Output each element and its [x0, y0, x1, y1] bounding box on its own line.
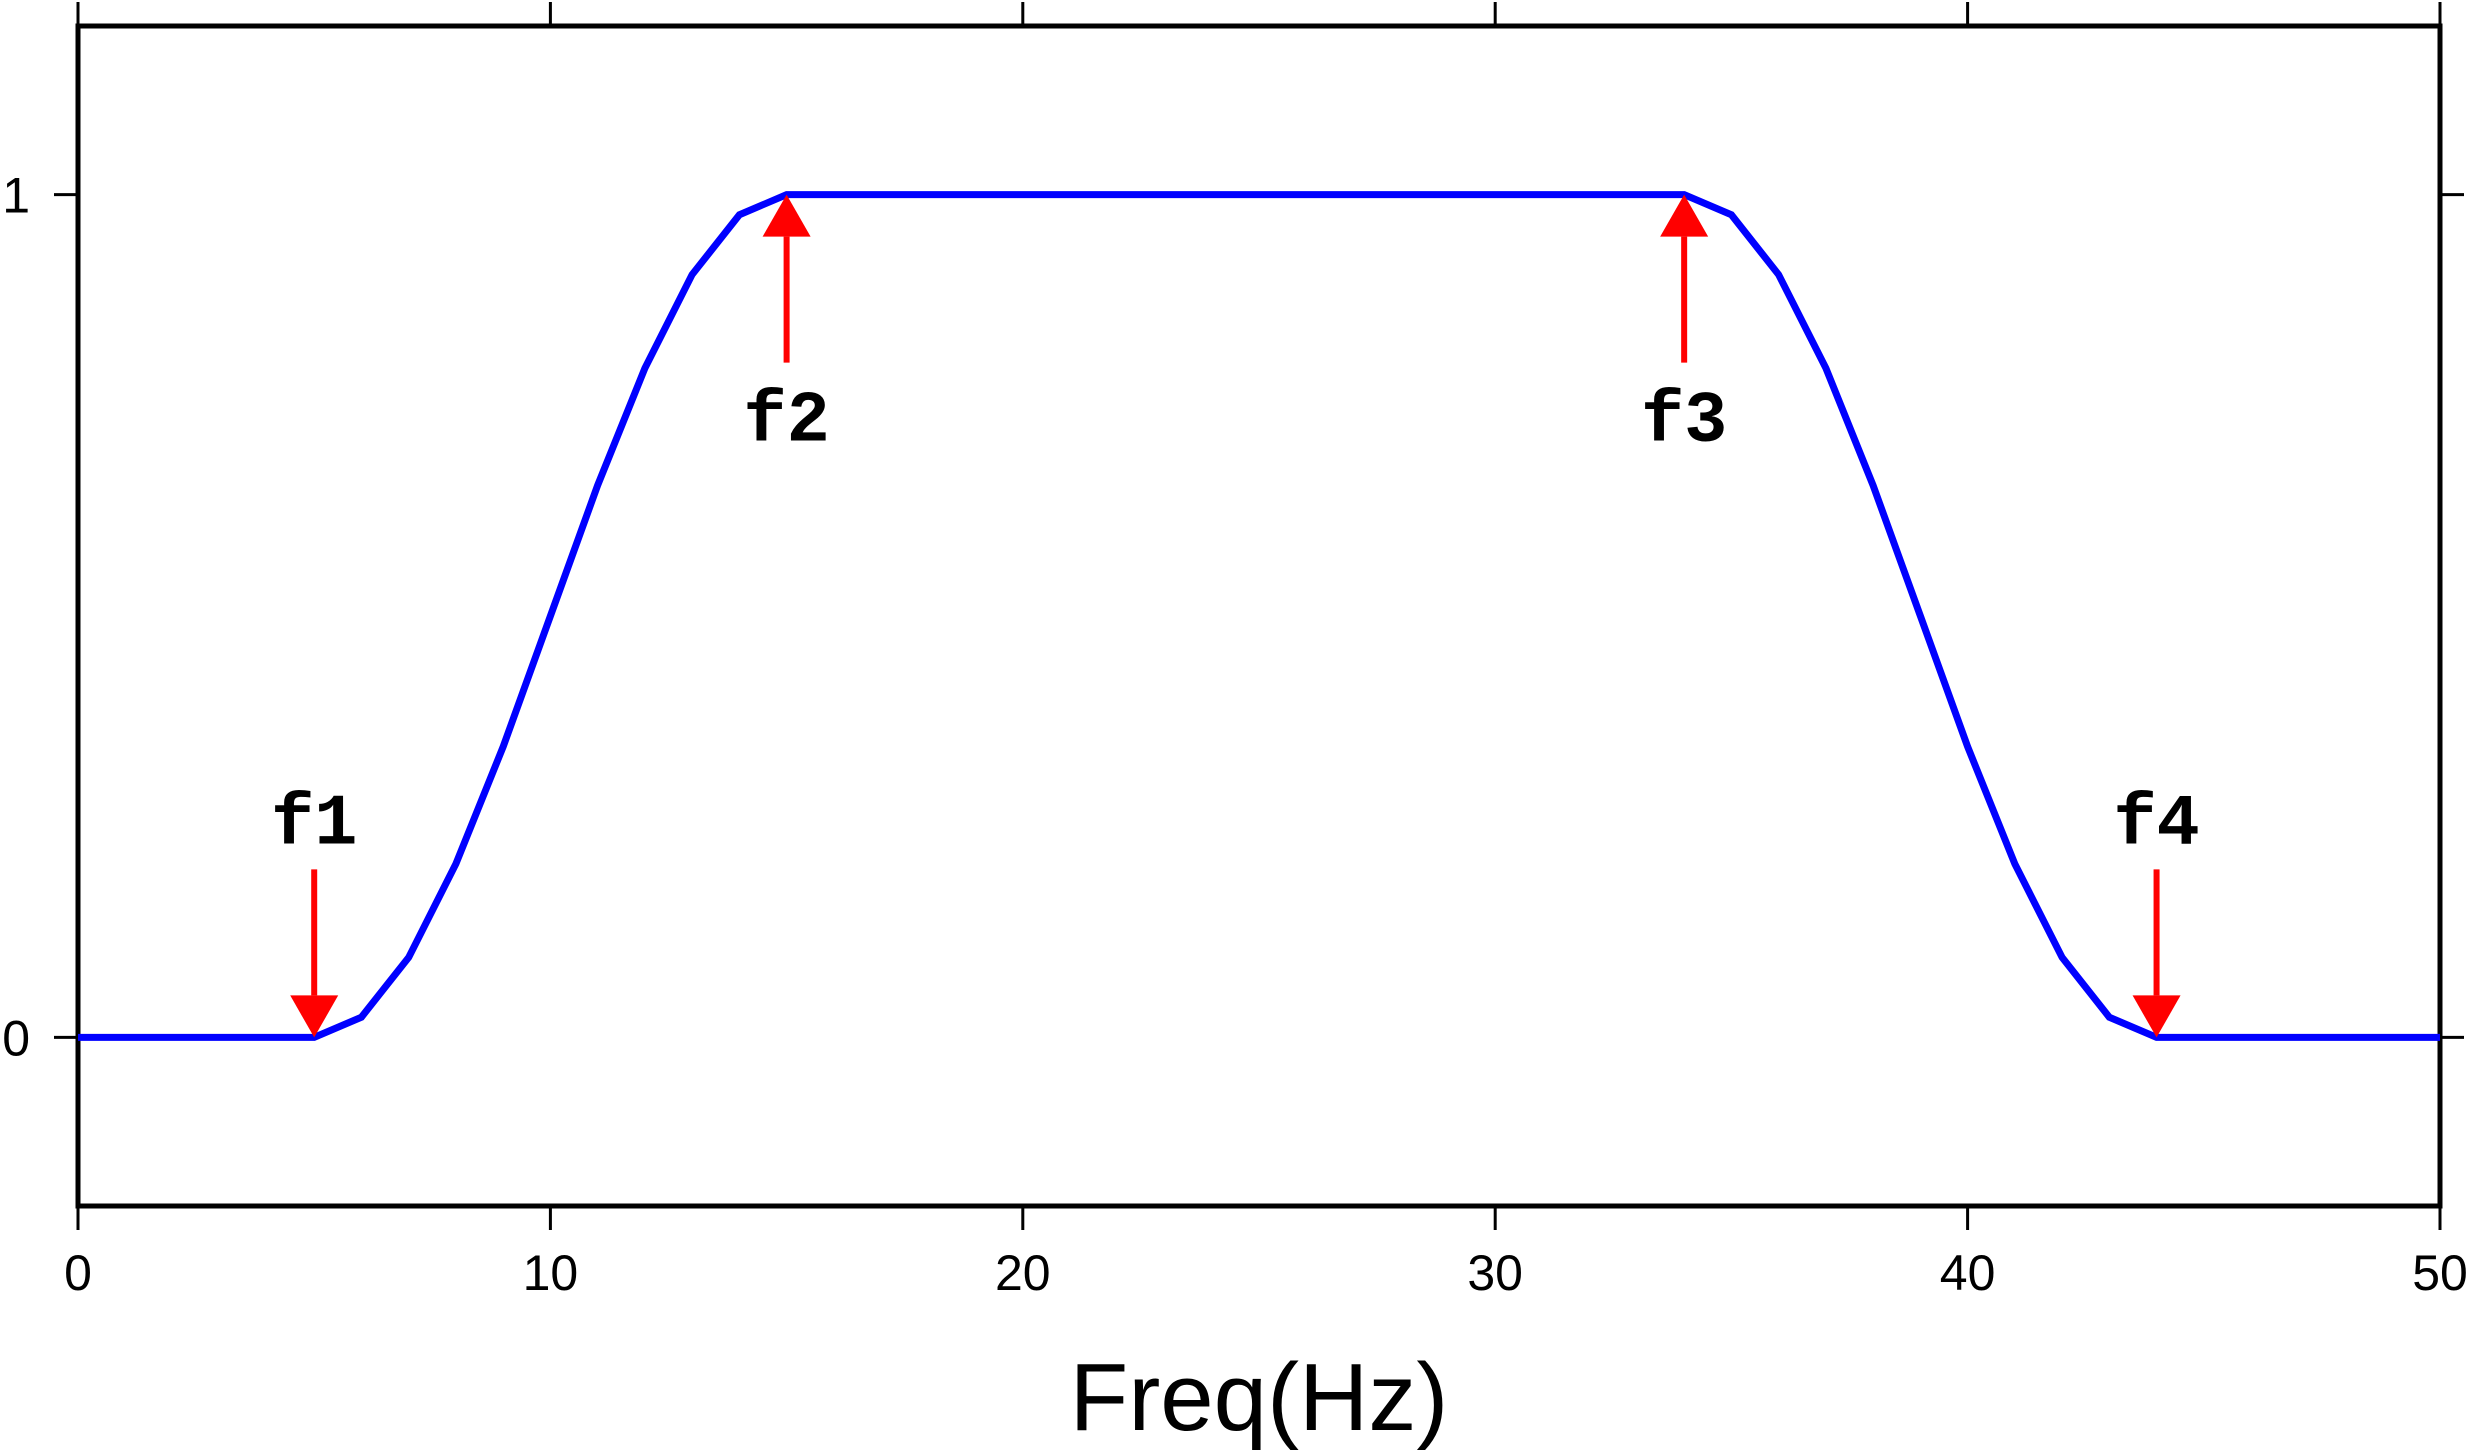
- tick-labels: 0 10 20 30 40 50 0 1: [2, 168, 2468, 1301]
- annotation-f4: f4: [2113, 783, 2200, 1038]
- annotation-f1: f1: [271, 783, 357, 1038]
- annotation-f3: f3: [1641, 194, 1727, 463]
- x-tick-label-4: 40: [1940, 1245, 1996, 1301]
- annotation-arrow-head-0: [290, 995, 339, 1038]
- x-tick-label-1: 10: [523, 1245, 579, 1301]
- x-tick-label-5: 50: [2412, 1245, 2468, 1301]
- annotation-label-0: f1: [271, 783, 357, 865]
- tick-marks: [54, 2, 2464, 1230]
- x-tick-label-0: 0: [64, 1245, 92, 1301]
- plot-frame: [75, 23, 2443, 1209]
- annotations: f1 f2 f3 f4: [271, 194, 2200, 1038]
- annotation-f2: f2: [743, 194, 830, 463]
- annotation-label-3: f4: [2113, 783, 2199, 865]
- annotation-label-2: f3: [1641, 381, 1727, 463]
- annotation-arrow-head-2: [1660, 194, 1709, 237]
- annotation-arrow-head-3: [2132, 995, 2181, 1038]
- x-tick-label-2: 20: [995, 1245, 1051, 1301]
- y-tick-label-0: 0: [2, 1010, 30, 1066]
- annotation-arrow-head-1: [762, 194, 811, 237]
- y-tick-label-1: 1: [2, 168, 30, 224]
- x-axis-title: Freq(Hz): [1070, 1344, 1449, 1450]
- series-line: [78, 191, 2440, 1041]
- annotation-label-1: f2: [743, 381, 829, 463]
- x-tick-label-3: 30: [1467, 1245, 1523, 1301]
